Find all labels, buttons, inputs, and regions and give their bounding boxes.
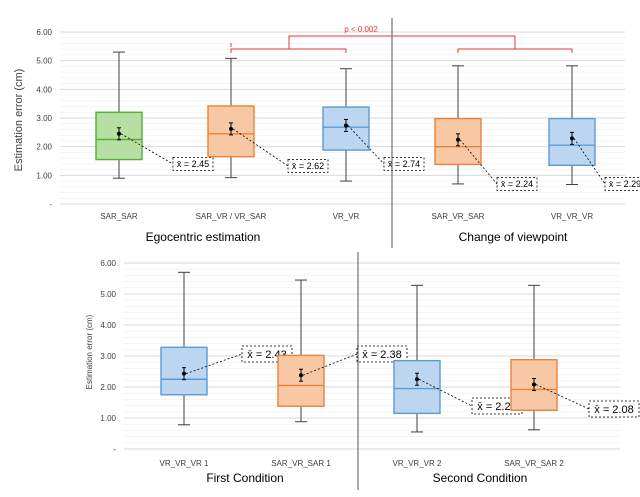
mean-marker [182, 371, 186, 376]
y-tick-label: - [113, 445, 116, 454]
mean-leader-line [302, 353, 358, 376]
box-vr-vr: x̄ = 2.74 [322, 68, 425, 182]
box-sar-sar: x̄ = 2.45 [95, 51, 214, 179]
mean-marker [229, 126, 233, 131]
bottom-y-tick-labels: 6.00 5.00 4.00 3.00 2.00 1.00 - [100, 259, 116, 454]
category-label: VR_VR_VR [551, 212, 593, 221]
y-tick-label: 5.00 [36, 57, 52, 66]
y-tick-label: 6.00 [100, 259, 116, 268]
top-panel: 6.00 5.00 4.00 3.00 2.00 1.00 - Estimation err… [13, 18, 640, 248]
category-label: SAR_VR_SAR 1 [271, 459, 331, 468]
bottom-group-label-right: Second Condition [433, 471, 528, 485]
category-label: VR_VR_VR 1 [160, 459, 209, 468]
mean-marker [456, 137, 460, 142]
mean-label: x̄ = 2.25 [477, 401, 516, 413]
y-tick-label: 1.00 [100, 414, 116, 423]
mean-marker [344, 123, 348, 128]
mean-label: x̄ = 2.43 [247, 349, 286, 361]
mean-marker [570, 136, 574, 141]
box-sar-vr-sar: x̄ = 2.24 [434, 65, 538, 191]
y-tick-label: 3.00 [36, 114, 52, 123]
y-tick-label: 3.00 [100, 352, 116, 361]
y-tick-label: 5.00 [100, 290, 116, 299]
y-tick-label: 4.00 [36, 85, 52, 94]
mean-marker [299, 373, 303, 378]
category-label: SAR_VR_SAR 2 [504, 459, 564, 468]
y-tick-label: 2.00 [36, 143, 52, 152]
mean-label-box [287, 159, 329, 173]
mean-label-box [356, 345, 408, 363]
bottom-group-label-left: First Condition [206, 471, 283, 485]
y-tick-label: 4.00 [100, 321, 116, 330]
mean-leader-line [185, 353, 243, 375]
box-vr-vr-vr: x̄ = 2.29 [548, 65, 640, 191]
mean-marker [415, 377, 419, 382]
category-label: SAR_SAR [100, 212, 138, 221]
category-label: VR_VR [333, 212, 360, 221]
bottom-category-labels: VR_VR_VR 1 SAR_VR_SAR 1 VR_VR_VR 2 SAR_VR_S… [160, 459, 565, 468]
top-group-label-left: Egocentric estimation [146, 230, 261, 244]
top-y-axis-label: Estimation error (cm) [13, 69, 25, 172]
box-iqr [393, 359, 441, 415]
mean-label: x̄ = 2.29 [609, 179, 640, 189]
box-sar-vr-sar-1: x̄ = 2.38 [277, 279, 408, 423]
y-tick-label: 1.00 [36, 171, 52, 180]
mean-marker [532, 382, 536, 387]
bottom-boxes: x̄ = 2.43 x̄ = 2.38 x̄ = 2.25 x̄ = 2.08 [160, 271, 640, 433]
mean-label: x̄ = 2.45 [177, 159, 209, 169]
y-tick-label: - [49, 200, 52, 209]
category-label: SAR_VR_SAR [432, 212, 485, 221]
category-label: VR_VR_VR 2 [393, 459, 442, 468]
mean-leader-line [459, 139, 498, 185]
mean-leader-line [347, 125, 385, 165]
box-vr-vr-vr-2: x̄ = 2.25 [393, 284, 523, 433]
box-sar-vr-vr-sar: x̄ = 2.62 [207, 57, 329, 179]
mean-leader-line [418, 378, 473, 407]
box-iqr [277, 354, 325, 407]
y-tick-label: 6.00 [36, 28, 52, 37]
mean-label-box [172, 157, 214, 171]
mean-leader-line [535, 384, 590, 410]
mean-label-box [588, 400, 640, 418]
bottom-y-axis-label: Estimation error (cm) [85, 314, 94, 389]
mean-label: x̄ = 2.38 [362, 349, 401, 361]
mean-label: x̄ = 2.74 [388, 159, 420, 169]
mean-label-box [496, 177, 538, 191]
significance-label: p < 0.002 [344, 25, 378, 34]
box-vr-vr-vr-1: x̄ = 2.43 [160, 271, 293, 426]
top-y-tick-labels: 6.00 5.00 4.00 3.00 2.00 1.00 - [36, 28, 52, 209]
significance-bracket: p < 0.002 [230, 25, 573, 53]
mean-label: x̄ = 2.08 [594, 404, 633, 416]
mean-leader-line [573, 138, 606, 185]
top-boxes: x̄ = 2.45 x̄ = 2.62 x̄ = 2.74 x̄ = 2.24 x̄ =… [95, 51, 640, 191]
bottom-panel: 6.00 5.00 4.00 3.00 2.00 1.00 - Estimation err… [85, 252, 640, 490]
box-sar-vr-sar-2: x̄ = 2.08 [510, 284, 640, 431]
bottom-gridlines [124, 262, 620, 450]
mean-label-box [383, 157, 425, 171]
top-group-label-right: Change of viewpoint [459, 230, 568, 244]
mean-label: x̄ = 2.62 [292, 161, 324, 171]
y-tick-label: 2.00 [100, 383, 116, 392]
mean-label-box [604, 177, 640, 191]
mean-label: x̄ = 2.24 [501, 179, 533, 189]
mean-leader-line [232, 128, 289, 167]
category-label: SAR_VR / VR_SAR [196, 212, 267, 221]
top-category-labels: SAR_SAR SAR_VR / VR_SAR VR_VR SAR_VR_SAR VR_… [100, 212, 593, 221]
mean-marker [117, 131, 121, 136]
